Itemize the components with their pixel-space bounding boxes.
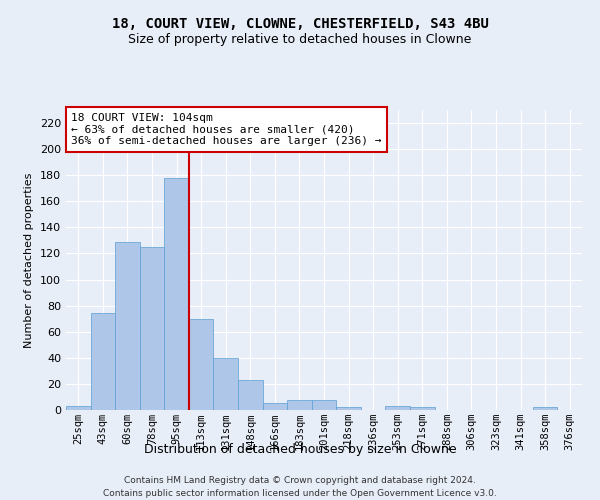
Bar [66, 406, 91, 410]
Bar [533, 408, 557, 410]
Text: Contains HM Land Registry data © Crown copyright and database right 2024.: Contains HM Land Registry data © Crown c… [124, 476, 476, 485]
Bar [164, 178, 189, 410]
Bar [263, 404, 287, 410]
Text: 18 COURT VIEW: 104sqm
← 63% of detached houses are smaller (420)
36% of semi-det: 18 COURT VIEW: 104sqm ← 63% of detached … [71, 113, 382, 146]
Bar [189, 318, 214, 410]
Text: 18, COURT VIEW, CLOWNE, CHESTERFIELD, S43 4BU: 18, COURT VIEW, CLOWNE, CHESTERFIELD, S4… [112, 18, 488, 32]
Text: Size of property relative to detached houses in Clowne: Size of property relative to detached ho… [128, 32, 472, 46]
Bar [287, 400, 312, 410]
Bar [115, 242, 140, 410]
Bar [91, 314, 115, 410]
Bar [336, 408, 361, 410]
Bar [140, 247, 164, 410]
Bar [410, 408, 434, 410]
Bar [312, 400, 336, 410]
Text: Contains public sector information licensed under the Open Government Licence v3: Contains public sector information licen… [103, 489, 497, 498]
Bar [385, 406, 410, 410]
Bar [214, 358, 238, 410]
Y-axis label: Number of detached properties: Number of detached properties [25, 172, 34, 348]
Bar [238, 380, 263, 410]
Text: Distribution of detached houses by size in Clowne: Distribution of detached houses by size … [143, 442, 457, 456]
